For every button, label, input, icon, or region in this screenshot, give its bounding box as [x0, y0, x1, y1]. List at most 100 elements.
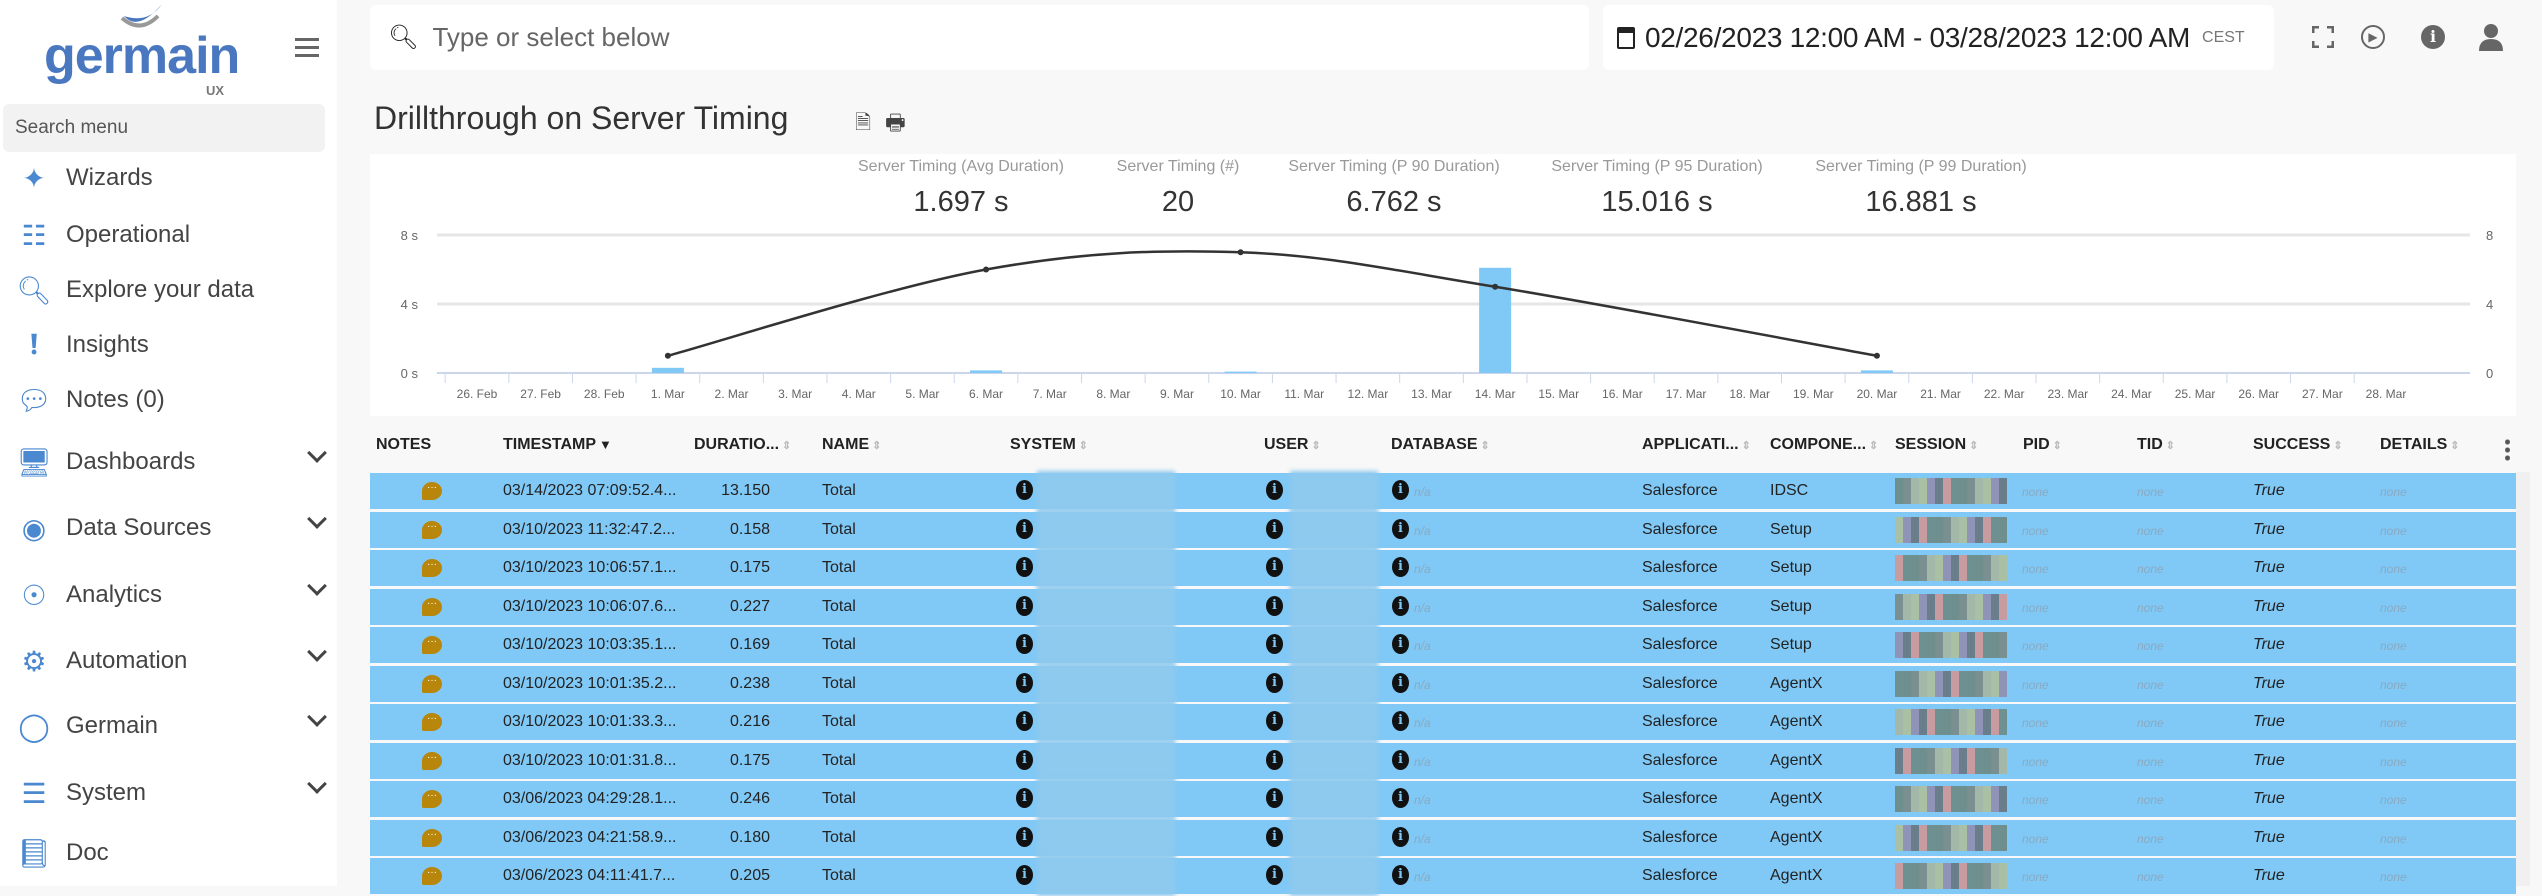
column-header-database[interactable]: DATABASE ⇕	[1391, 436, 1490, 454]
column-header-notes[interactable]: NOTES	[376, 436, 431, 454]
chevron-down-icon[interactable]	[307, 443, 327, 463]
chevron-down-icon[interactable]	[307, 509, 327, 529]
component-cell: AgentX	[1770, 867, 1823, 884]
chevron-down-icon[interactable]	[307, 707, 327, 727]
sort-icon[interactable]: ⇕	[782, 440, 792, 452]
system-redacted	[1037, 817, 1175, 858]
csv-export-icon[interactable]: 🗎︎	[855, 112, 872, 134]
fullscreen-icon[interactable]	[2308, 22, 2338, 52]
kpi-label: Server Timing (#)	[1116, 158, 1240, 175]
sort-icon[interactable]: ⇕	[2165, 440, 2175, 452]
info-icon[interactable]: i	[2418, 22, 2448, 52]
database-cell: n/a	[1414, 831, 1431, 846]
sidebar-item-automation[interactable]: ⚙︎ Automation	[14, 639, 327, 683]
column-menu-icon[interactable]	[2505, 438, 2510, 462]
x-tick-label: 10. Mar	[1220, 387, 1261, 401]
kpi-value: 20	[1161, 186, 1195, 218]
sort-icon[interactable]: ⇕	[2450, 440, 2460, 452]
table-row[interactable]: ··· 03/06/2023 04:11:41.7... 0.205 Total i i i…	[370, 856, 2516, 896]
success-cell: True	[2253, 559, 2285, 576]
sidebar-item-system[interactable]: ☰ System	[14, 771, 327, 815]
sort-icon[interactable]: ⇕	[1969, 440, 1979, 452]
duration-cell: 0.175	[729, 559, 770, 576]
chevron-down-icon[interactable]	[307, 642, 327, 662]
table-row[interactable]: ··· 03/10/2023 10:06:07.6... 0.227 Total i i i…	[370, 586, 2516, 627]
table-row[interactable]: ··· 03/14/2023 07:09:52.4... 13.150 Total i i…	[370, 471, 2516, 511]
success-cell: True	[2253, 482, 2285, 499]
sort-icon[interactable]: ⇕	[1741, 440, 1751, 452]
x-tick-label: 3. Mar	[778, 387, 812, 401]
x-tick-label: 21. Mar	[1920, 387, 1961, 401]
column-header-system[interactable]: SYSTEM ⇕	[1010, 436, 1088, 454]
column-header-compone[interactable]: COMPONE... ⇕	[1770, 436, 1878, 454]
sidebar-item-analytics[interactable]: ☉ Analytics	[14, 573, 327, 617]
sort-icon[interactable]: ⇕	[2333, 440, 2343, 452]
search-placeholder: Type or select below	[432, 22, 670, 52]
x-tick-label: 4. Mar	[842, 387, 876, 401]
table-row[interactable]: ··· 03/10/2023 10:01:33.3... 0.216 Total i i i…	[370, 702, 2516, 742]
play-icon[interactable]: ▶	[2358, 22, 2388, 52]
table-row[interactable]: ··· 03/10/2023 10:01:31.8... 0.175 Total i i i…	[370, 740, 2516, 781]
column-header-session[interactable]: SESSION ⇕	[1895, 436, 1978, 454]
name-cell: Total	[822, 674, 856, 692]
column-header-user[interactable]: USER ⇕	[1264, 436, 1321, 454]
search-menu-input[interactable]: Search menu	[3, 104, 325, 152]
column-header-duratio[interactable]: DURATIO... ⇕	[694, 436, 791, 454]
table-row[interactable]: ··· 03/10/2023 11:32:47.2... 0.158 Total i i i…	[370, 509, 2516, 550]
chevron-down-icon[interactable]	[307, 774, 327, 794]
pid-cell: none	[2022, 677, 2049, 692]
user-redacted	[1290, 625, 1378, 665]
duration-cell: 0.238	[729, 674, 770, 692]
database-cell: n/a	[1414, 870, 1431, 884]
session-redacted	[1895, 516, 2007, 543]
sidebar-item-explore-your-data[interactable]: 🔍︎ Explore your data	[14, 268, 324, 312]
line-point	[664, 352, 671, 359]
x-tick-label: 2. Mar	[715, 387, 749, 401]
table-row[interactable]: ··· 03/10/2023 10:03:35.1... 0.169 Total i i i…	[370, 625, 2516, 665]
sort-icon[interactable]: ⇕	[2052, 440, 2062, 452]
print-icon[interactable]: 🖶︎	[885, 110, 906, 135]
sidebar-item-dashboards[interactable]: 🖥︎ Dashboards	[14, 440, 327, 484]
date-range-picker[interactable]: 02/26/2023 12:00 AM - 03/28/2023 12:00 A…	[1603, 5, 2274, 70]
pid-cell: none	[2022, 639, 2049, 653]
x-tick-label: 28. Mar	[2366, 387, 2407, 401]
sort-icon[interactable]: ⇕	[1480, 440, 1490, 452]
name-cell: Total	[822, 828, 856, 846]
sidebar-item-data-sources[interactable]: ◉ Data Sources	[14, 506, 327, 550]
table-row[interactable]: ··· 03/10/2023 10:01:35.2... 0.238 Total i i i…	[370, 663, 2516, 704]
column-header-pid[interactable]: PID ⇕	[2023, 436, 2062, 454]
sidebar-item-wizards[interactable]: ✦ Wizards	[14, 156, 324, 200]
user-icon[interactable]	[2476, 22, 2506, 52]
hamburger-menu-icon[interactable]	[295, 38, 319, 58]
column-header-timestamp[interactable]: TIMESTAMP ▼	[503, 436, 612, 454]
duration-cell: 0.175	[729, 751, 770, 769]
table-row[interactable]: ··· 03/10/2023 10:06:57.1... 0.175 Total i i i…	[370, 548, 2516, 588]
bar	[1860, 370, 1893, 373]
global-search-input[interactable]: 🔍︎ Type or select below	[370, 5, 1589, 70]
table-row[interactable]: ··· 03/06/2023 04:29:28.1... 0.246 Total i i i…	[370, 779, 2516, 819]
sidebar-item-germain[interactable]: ◯ Germain	[14, 704, 327, 748]
magic-wand-icon: ✦	[22, 162, 46, 194]
column-header-name[interactable]: NAME ⇕	[822, 436, 881, 454]
sort-desc-icon[interactable]: ▼	[599, 437, 612, 452]
sidebar-item-doc[interactable]: 📘︎ Doc	[14, 831, 324, 875]
duration-cell: 0.180	[729, 828, 770, 846]
sidebar-item-label: Notes (0)	[66, 386, 165, 413]
column-header-tid[interactable]: TID ⇕	[2137, 436, 2175, 454]
sidebar-item-insights[interactable]: ❗︎ Insights	[14, 323, 324, 367]
chevron-down-icon[interactable]	[307, 576, 327, 596]
details-cell: none	[2380, 677, 2407, 692]
sort-icon[interactable]: ⇕	[1311, 440, 1321, 452]
sort-icon[interactable]: ⇕	[1869, 440, 1879, 452]
column-header-success[interactable]: SUCCESS ⇕	[2253, 436, 2343, 454]
timestamp-cell: 03/10/2023 10:06:57.1...	[503, 559, 677, 576]
sort-icon[interactable]: ⇕	[1078, 440, 1089, 452]
column-header-applicati[interactable]: APPLICATI... ⇕	[1642, 436, 1751, 454]
table-scrollbar[interactable]	[2516, 472, 2530, 886]
details-cell: none	[2380, 485, 2407, 499]
sidebar-item-notes[interactable]: 💬︎ Notes (0)	[14, 378, 324, 422]
table-row[interactable]: ··· 03/06/2023 04:21:58.9... 0.180 Total i i i…	[370, 817, 2516, 858]
sort-icon[interactable]: ⇕	[872, 440, 882, 452]
column-header-details[interactable]: DETAILS ⇕	[2380, 436, 2459, 454]
sidebar-item-operational[interactable]: ☷ Operational	[14, 213, 324, 257]
